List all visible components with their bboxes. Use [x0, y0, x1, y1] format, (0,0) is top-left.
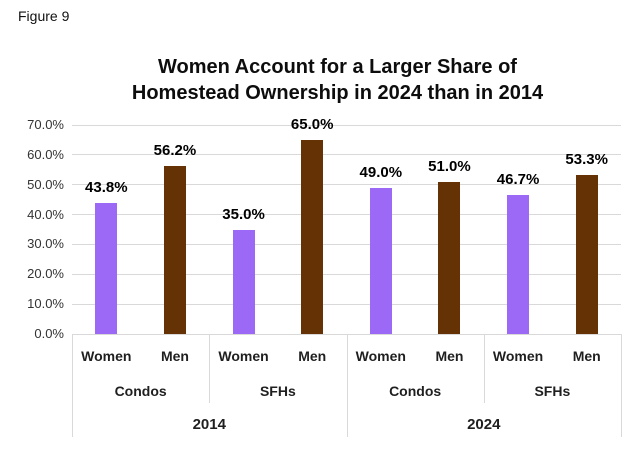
bar-men [438, 181, 461, 334]
x-axis-label-gender: Men [298, 348, 327, 364]
y-tick-label: 10.0% [27, 296, 64, 312]
bar-women [232, 229, 255, 334]
bar-men [575, 174, 598, 334]
y-tick-label: 50.0% [27, 176, 64, 192]
gridline [72, 214, 621, 216]
y-tick-label: 60.0% [27, 146, 64, 162]
y-tick-label: 40.0% [27, 206, 64, 222]
x-axis-label-property-type: Condos [114, 383, 167, 399]
bar-value-label: 49.0% [359, 163, 403, 181]
chart-title-line2: Homestead Ownership in 2024 than in 2014 [131, 82, 544, 104]
chart-title: Women Account for a Larger Share of Home… [40, 54, 635, 106]
figure-label: Figure 9 [18, 8, 70, 24]
y-tick-label: 70.0% [27, 117, 64, 132]
gridline [72, 273, 621, 275]
bar-value-label: 35.0% [222, 205, 265, 223]
bar-value-label: 43.8% [85, 179, 128, 197]
y-tick-label: 20.0% [27, 266, 64, 282]
gridline [72, 124, 621, 126]
gridline [72, 154, 621, 156]
axis-divider [72, 334, 73, 437]
gridline [72, 243, 621, 245]
bar-women [95, 203, 118, 334]
bar-value-label: 56.2% [153, 142, 197, 160]
x-axis-label-gender: Women [81, 348, 132, 364]
x-axis-label-year: 2024 [467, 416, 501, 433]
x-axis-label-gender: Women [355, 348, 406, 364]
x-axis-label-year: 2014 [192, 416, 226, 433]
x-axis-label-gender: Men [160, 348, 189, 364]
bar-value-label: 51.0% [428, 157, 471, 175]
bar-women [507, 194, 530, 334]
x-axis-label-property-type: Condos [389, 383, 442, 399]
bar-men [163, 166, 186, 334]
axis-divider [621, 334, 622, 437]
axis-divider [483, 334, 485, 403]
bar-men [301, 139, 324, 334]
gridline [72, 303, 621, 305]
chart-title-line1: Women Account for a Larger Share of [158, 56, 517, 78]
y-tick-label: 30.0% [27, 236, 64, 252]
bar-value-label: 65.0% [290, 115, 334, 133]
x-axis-label-gender: Men [435, 348, 464, 364]
x-axis-label-property-type: SFHs [259, 383, 296, 399]
axis-divider [209, 334, 211, 403]
axis-divider [346, 334, 348, 437]
bar-value-label: 46.7% [496, 170, 540, 188]
x-axis-label-gender: Women [218, 348, 269, 364]
gridline [72, 184, 621, 186]
bar-women [369, 187, 392, 334]
x-axis-label-gender: Women [492, 348, 544, 364]
bar-value-label: 53.3% [565, 150, 608, 168]
y-tick-label: 0.0% [34, 326, 64, 341]
x-axis-label-property-type: SFHs [534, 383, 571, 399]
x-axis-label-gender: Men [572, 348, 601, 364]
